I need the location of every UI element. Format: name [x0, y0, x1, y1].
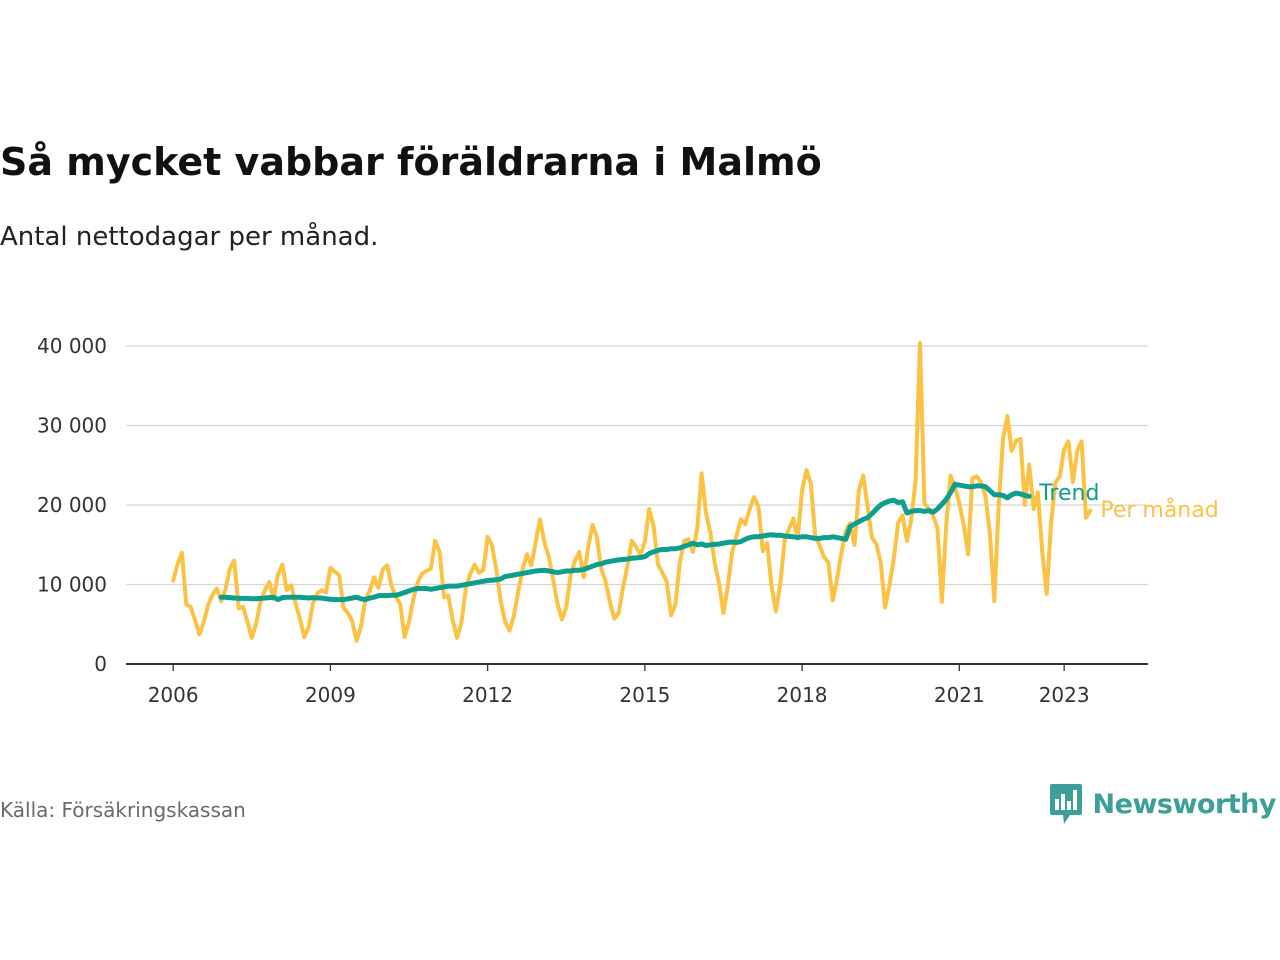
y-tick-label: 40 000	[37, 334, 107, 358]
x-tick-label: 2023	[1039, 683, 1090, 707]
x-tick-label: 2012	[462, 683, 513, 707]
source-note: Källa: Försäkringskassan	[0, 798, 246, 822]
y-tick-label: 0	[94, 652, 107, 676]
y-tick-label: 30 000	[37, 414, 107, 438]
newsworthy-logo-icon	[1049, 784, 1082, 824]
y-tick-label: 20 000	[37, 493, 107, 517]
y-axis-ticks: 0 10 000 20 000 30 000 40 000	[37, 334, 107, 676]
x-tick-label: 2015	[619, 683, 670, 707]
brand-logo[interactable]: Newsworthy	[1049, 782, 1277, 826]
grid-lines	[126, 345, 1148, 665]
x-tick-label: 2018	[777, 683, 828, 707]
series-lines	[171, 340, 1093, 643]
x-tick-label: 2021	[934, 683, 985, 707]
brand-name: Newsworthy	[1092, 788, 1277, 820]
chart-title: Så mycket vabbar föräldrarna i Malmö	[0, 140, 822, 184]
series-label-trend: Trend	[1038, 481, 1099, 506]
series-line-trend	[218, 481, 1032, 603]
x-tick-label: 2009	[305, 683, 356, 707]
x-axis-ticks: 2006 2009 2012 2015 2018 2021 2023	[148, 664, 1090, 707]
chart-subtitle: Antal nettodagar per månad.	[0, 222, 379, 252]
series-line-per-manad	[171, 340, 1093, 643]
series-label-per-manad: Per månad	[1100, 497, 1218, 523]
x-tick-label: 2006	[148, 683, 199, 707]
y-tick-label: 10 000	[37, 573, 107, 597]
